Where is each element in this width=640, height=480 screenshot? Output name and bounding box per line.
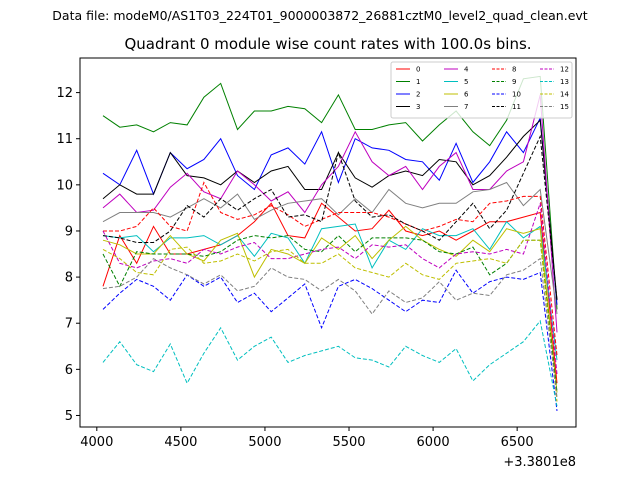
legend-label-5: 5 [464,78,468,86]
series-line-9 [102,234,558,393]
datafile-label: Data file: modeM0/AS1T03_224T01_90000038… [52,8,587,23]
y-tick-label: 8 [65,271,73,286]
series-line-12 [102,203,558,375]
y-tick-label: 10 [56,178,73,193]
series-line-2 [102,116,558,305]
series-line-15 [102,257,558,398]
series-line-13 [102,319,558,407]
legend-label-13: 13 [560,78,569,86]
x-tick-label: 6000 [417,435,450,450]
y-tick-label: 7 [65,317,73,332]
series-line-7 [102,181,558,315]
legend-label-8: 8 [512,66,516,74]
series-layer [102,75,558,411]
y-tick-label: 12 [56,86,73,101]
x-tick-label: 5500 [332,435,365,450]
legend-label-6: 6 [464,91,469,99]
y-tick-label: 9 [65,224,73,239]
series-line-5 [102,220,558,361]
series-line-1 [102,75,558,310]
series-line-6 [102,225,558,393]
legend-label-9: 9 [512,78,516,86]
legend-label-2: 2 [416,91,420,99]
x-tick-label: 5000 [248,435,281,450]
legend-label-12: 12 [560,66,569,74]
series-line-14 [102,239,558,402]
y-tick-label: 5 [65,409,73,424]
y-tick-label: 11 [56,132,73,147]
series-line-8 [103,181,558,356]
chart-title: Quadrant 0 module wise count rates with … [124,35,531,53]
legend-label-3: 3 [416,103,420,111]
axes-layer: 4000 4500 5000 5500 6000 6500 5 6 7 8 9 10 11 12 [56,86,533,450]
legend-label-7: 7 [464,103,468,111]
legend-label-10: 10 [512,91,521,99]
legend-label-1: 1 [416,78,420,86]
y-tick-label: 6 [65,363,73,378]
x-tick-label: 4500 [164,435,197,450]
series-line-3 [102,119,558,301]
series-line-10 [102,269,558,411]
x-tick-label: 6500 [501,435,534,450]
x-offset-label: +3.3801e8 [503,455,576,470]
legend-frame [390,61,573,119]
legend-label-11: 11 [512,103,521,111]
legend-label-15: 15 [560,103,569,111]
series-line-4 [102,94,558,333]
x-tick-label: 4000 [80,435,113,450]
legend-label-14: 14 [560,91,569,99]
series-line-11 [102,134,558,301]
legend-label-0: 0 [416,66,420,74]
legend-label-4: 4 [464,66,469,74]
